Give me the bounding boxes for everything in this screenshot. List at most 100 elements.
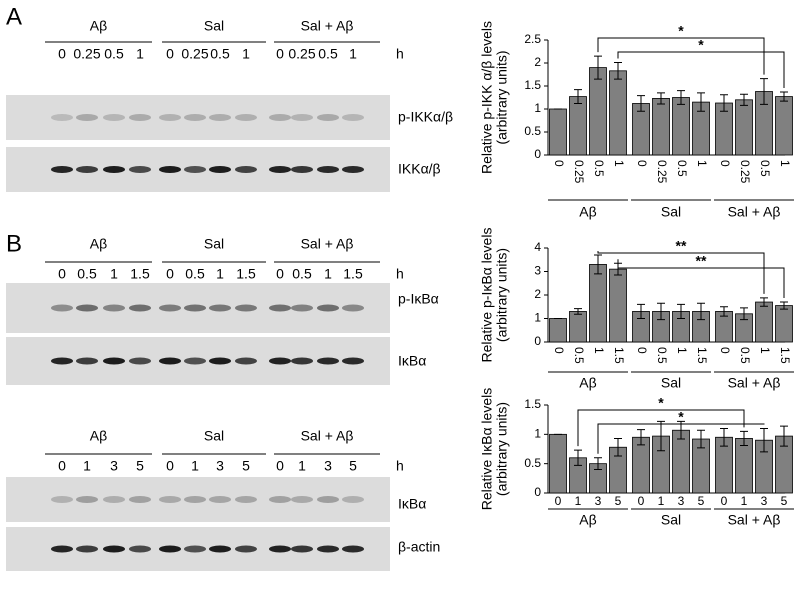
lane-label: 3 xyxy=(110,458,118,474)
band-label: IKKα/β xyxy=(398,161,441,177)
blot-strip xyxy=(6,95,390,140)
group-label: Sal + Aβ xyxy=(301,236,354,252)
blot-band xyxy=(51,114,73,121)
blot-band xyxy=(342,304,364,312)
blot-band xyxy=(159,357,181,365)
blot-band xyxy=(76,114,98,121)
x-tick-label: 0.25 xyxy=(738,160,752,184)
y-tick-label: 1.5 xyxy=(524,397,541,411)
error-bar xyxy=(637,95,645,112)
blot-band xyxy=(159,114,181,121)
lane-label: 0 xyxy=(276,266,284,282)
error-bar xyxy=(594,457,602,471)
group-label: Aβ xyxy=(90,236,107,252)
y-tick-label: 1 xyxy=(534,427,541,441)
x-tick-label: 1 xyxy=(741,494,748,508)
significance-bracket xyxy=(617,51,785,88)
error-bar xyxy=(760,427,768,453)
blot-band xyxy=(269,166,291,173)
bar xyxy=(755,301,773,343)
lane-label: 0.25 xyxy=(288,46,315,62)
blot-band xyxy=(317,357,339,365)
group-label: Sal xyxy=(204,18,224,34)
x-tick-label: 1.5 xyxy=(778,347,792,364)
lane-label: 0 xyxy=(166,46,174,62)
blot-band xyxy=(235,545,257,553)
lane-label: 1 xyxy=(83,458,91,474)
significance-label: * xyxy=(698,37,704,53)
lane-label: 0.5 xyxy=(210,46,230,62)
blot-band xyxy=(159,304,181,312)
error-bar xyxy=(657,302,665,321)
bar xyxy=(549,433,567,494)
blot-band xyxy=(103,545,125,553)
lane-label: 1 xyxy=(191,458,199,474)
blot-band xyxy=(291,166,313,173)
error-bar xyxy=(594,254,602,275)
bar xyxy=(589,264,607,343)
x-tick-label: 3 xyxy=(761,494,768,508)
significance-bracket xyxy=(597,423,765,454)
group-label: Aβ xyxy=(579,204,596,220)
lane-label: 1 xyxy=(298,458,306,474)
blot-band xyxy=(342,496,364,503)
x-tick-label: 1 xyxy=(592,347,606,354)
error-bar xyxy=(637,429,645,446)
error-bar xyxy=(740,430,748,446)
x-tick-label: 1 xyxy=(778,160,792,167)
x-tick-label: 0.5 xyxy=(592,160,606,177)
blot-band xyxy=(269,496,291,503)
y-tick-label: 1.5 xyxy=(524,78,541,92)
blot-band xyxy=(291,357,313,365)
error-bar xyxy=(594,55,602,80)
y-axis-label: Relative IκBα levels xyxy=(479,388,495,510)
blot-band xyxy=(129,545,151,553)
bar xyxy=(609,268,627,343)
significance-label: * xyxy=(678,409,684,425)
x-tick-label: 1 xyxy=(695,160,709,167)
lane-label: 1 xyxy=(216,266,224,282)
error-bar xyxy=(697,429,705,449)
blot-band xyxy=(317,166,339,173)
blot-band xyxy=(317,545,339,553)
significance-label: ** xyxy=(676,238,687,254)
group-label: Aβ xyxy=(579,375,596,391)
blot-band xyxy=(103,496,125,503)
error-bar xyxy=(780,301,788,310)
error-bar xyxy=(657,92,665,105)
blot-band xyxy=(235,357,257,365)
x-tick-label: 1 xyxy=(758,347,772,354)
blot-band xyxy=(209,545,231,553)
x-tick-label: 0 xyxy=(718,160,732,167)
group-label: Aβ xyxy=(579,512,596,528)
blot-band xyxy=(76,545,98,553)
blot-band xyxy=(51,166,73,173)
blot-band xyxy=(51,357,73,365)
band-label: p-IKKα/β xyxy=(398,109,453,125)
blot-band xyxy=(269,114,291,121)
bar xyxy=(775,96,793,156)
blot-band xyxy=(269,357,291,365)
x-tick-label: 0 xyxy=(635,347,649,354)
y-tick-label: 3 xyxy=(534,264,541,278)
blot-band xyxy=(235,166,257,173)
y-axis-label: Relative p-IKK α/β levels xyxy=(479,21,495,174)
blot-band xyxy=(184,114,206,121)
x-tick-label: 0 xyxy=(552,347,566,354)
lane-label: 0.25 xyxy=(181,46,208,62)
lane-label: 0 xyxy=(276,46,284,62)
band-label: p-IκBα xyxy=(398,291,439,307)
blot-band xyxy=(235,114,257,121)
group-label: Sal xyxy=(204,428,224,444)
unit-label: h xyxy=(396,46,404,62)
lane-label: 1.5 xyxy=(236,266,256,282)
x-tick-label: 0.25 xyxy=(655,160,669,184)
blot-band xyxy=(342,166,364,173)
bar xyxy=(549,318,567,343)
x-tick-label: 5 xyxy=(698,494,705,508)
x-tick-label: 5 xyxy=(615,494,622,508)
lane-label: 5 xyxy=(349,458,357,474)
y-tick-label: 0 xyxy=(534,147,541,161)
y-tick-label: 0.5 xyxy=(524,456,541,470)
